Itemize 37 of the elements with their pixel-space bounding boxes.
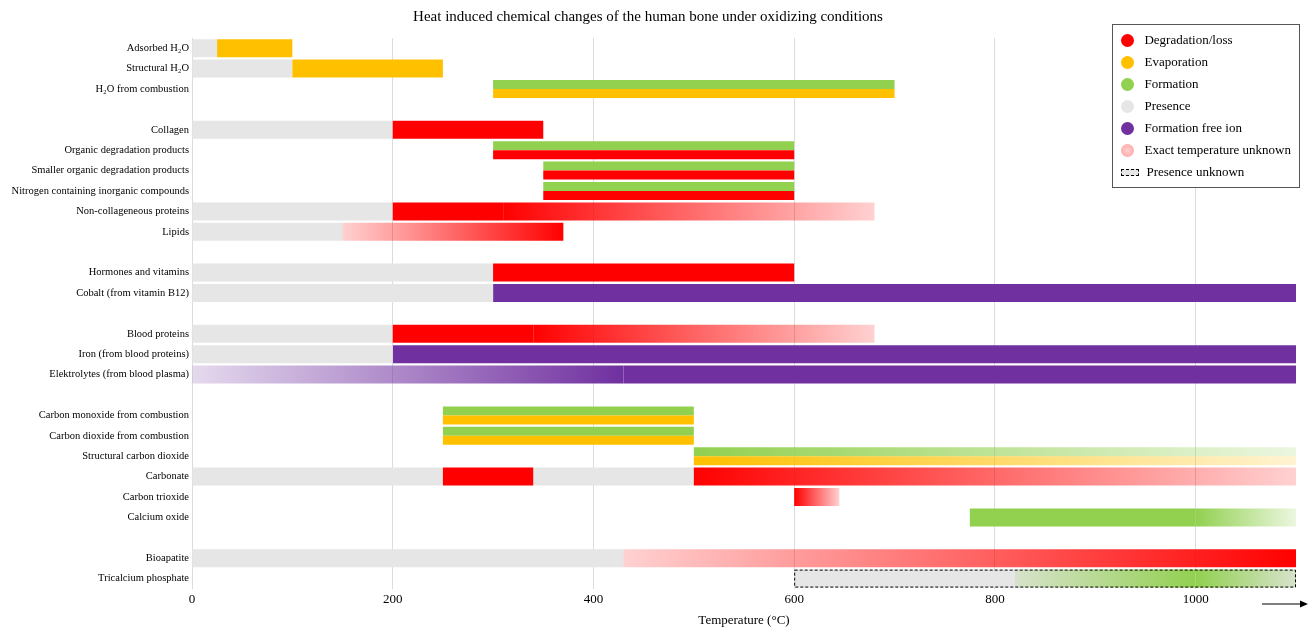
legend-label: Exact temperature unknown	[1144, 142, 1291, 158]
legend-label: Formation	[1144, 76, 1199, 92]
y-tick-label: Calcium oxide	[127, 511, 190, 523]
y-tick-label: Organic degradation products	[64, 143, 189, 155]
x-tick-label: 200	[382, 591, 403, 607]
x-tick-label: 800	[985, 591, 1005, 607]
legend-label: Presence unknown	[1146, 164, 1245, 180]
chart-title: Heat induced chemical changes of the human bone under oxidizing conditions	[413, 7, 884, 24]
y-tick-label: Cobalt (from vitamin B12)	[76, 286, 190, 299]
y-tick-label: H₂O from combustion	[95, 82, 190, 94]
y-tick-label: Structural H₂O	[126, 62, 190, 74]
y-tick-label: Carbon trioxide	[122, 490, 190, 502]
y-tick-label: Elektrolytes (from blood plasma)	[49, 368, 190, 381]
x-tick-label: 1000	[1182, 591, 1209, 607]
x-tick-label: 0	[188, 591, 196, 607]
x-axis-title: Temperature (°C)	[698, 611, 790, 627]
y-tick-label: Bioapatite	[145, 551, 190, 563]
y-tick-label: Tricalcium phosphate	[98, 572, 190, 584]
legend-label: Degradation/loss	[1144, 32, 1233, 48]
y-tick-label: Carbonate	[145, 470, 190, 482]
x-tick-label: 600	[784, 591, 804, 607]
legend-label: Presence	[1144, 98, 1191, 114]
y-tick-label: Carbon monoxide from combustion	[38, 409, 190, 421]
y-tick-label: Structural carbon dioxide	[82, 449, 190, 461]
y-tick-label: Lipids	[162, 225, 189, 237]
x-tick-label: 400	[583, 591, 604, 607]
y-tick-label: Adsorbed H₂O	[126, 41, 190, 53]
y-tick-label: Blood proteins	[126, 327, 189, 339]
y-tick-label: Carbon dioxide from combustion	[49, 429, 190, 441]
y-tick-label: Hormones and vitamins	[88, 266, 189, 278]
legend-label: Evaporation	[1144, 54, 1208, 70]
y-tick-label: Smaller organic degradation products	[31, 164, 189, 176]
y-tick-label: Collagen	[151, 123, 190, 135]
y-tick-label: Iron (from blood proteins)	[78, 347, 190, 360]
y-tick-label: Nitrogen containing inorganic compounds	[11, 184, 189, 196]
y-tick-label: Non-collageneous proteins	[76, 205, 189, 217]
legend-label: Formation free ion	[1144, 120, 1242, 136]
